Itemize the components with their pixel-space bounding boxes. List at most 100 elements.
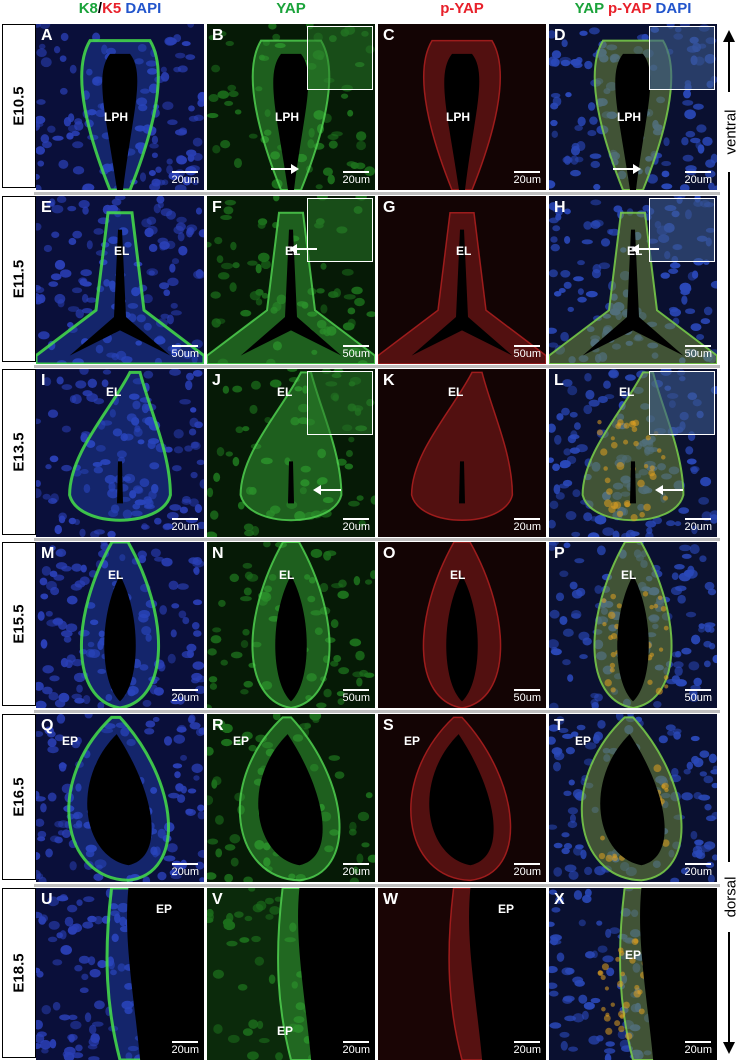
scale-bar-line [685,518,712,520]
scale-bar-line [172,171,199,173]
axis-connector-line [728,172,730,862]
micrograph-image [36,714,204,882]
scale-bar-text: 20um [342,1044,370,1056]
region-label: EL [619,385,635,399]
region-label: EP [575,734,592,748]
scale-bar-line [343,689,370,691]
scale-bar: 50um [342,689,370,704]
scale-bar: 50um [513,345,541,360]
micrograph-panel-K: K EL 20um [378,369,546,537]
region-label: EP [625,948,642,962]
micrograph-panel-E: E EL 50um [36,196,204,364]
column-header-part: YAP [574,0,604,17]
micrograph-panel-D: D LPH 20um [549,24,717,190]
micrograph-panel-S: S EP 20um [378,714,546,882]
micrograph-image [207,714,375,882]
scale-bar-text: 20um [171,174,199,186]
row-separator [34,884,720,887]
annotation-arrow [289,244,317,254]
panel-letter: H [554,199,566,216]
micrograph-panel-J: J EL 20um [207,369,375,537]
scale-bar-text: 50um [684,692,712,704]
scale-bar: 20um [684,518,712,533]
stage-label-E13-5: E13.5 [2,369,36,535]
scale-bar-text: 20um [513,174,541,186]
column-header-1: K8/K5 DAPI [36,0,204,22]
region-label: EL [456,244,472,258]
panel-letter: N [212,545,224,562]
micrograph-image [36,542,204,708]
scale-bar-line [685,171,712,173]
inset-magnification [307,198,373,262]
micrograph-image [36,24,204,190]
scale-bar-line [343,345,370,347]
stage-label-E16-5: E16.5 [2,714,36,880]
micrograph-image [378,369,546,537]
scale-bar-text: 20um [342,521,370,533]
panel-letter: O [383,545,396,562]
scale-bar-line [685,1041,712,1043]
micrograph-panel-A: A LPH 20um [36,24,204,190]
ventral-axis-label: ventral [722,92,740,172]
scale-bar-text: 50um [513,692,541,704]
stage-label-text: E11.5 [10,259,28,299]
annotation-arrow [655,485,683,495]
scale-bar-text: 50um [342,692,370,704]
scale-bar: 20um [513,171,541,186]
scale-bar-text: 20um [342,174,370,186]
panel-letter: D [554,27,566,44]
panel-letter: B [212,27,224,44]
panel-letter: F [212,199,222,216]
panel-letter: S [383,717,394,734]
stage-label-text: E10.5 [10,86,28,126]
panel-letter: J [212,372,221,389]
scale-bar-line [514,518,541,520]
scale-bar-line [343,1041,370,1043]
micrograph-panel-U: U EP 20um [36,888,204,1060]
column-header-part: K8 [78,0,98,17]
micrograph-panel-I: I EL 20um [36,369,204,537]
scale-bar-line [172,1041,199,1043]
scale-bar-text: 20um [171,866,199,878]
row-separator [34,710,720,713]
scale-bar-line [685,863,712,865]
micrograph-image [207,888,375,1060]
scale-bar: 20um [342,518,370,533]
stage-label-text: E18.5 [10,953,28,993]
micrograph-image [549,542,717,708]
micrograph-image [549,714,717,882]
column-header-part: K5 [102,0,122,17]
scale-bar-line [343,518,370,520]
stage-label-E11-5: E11.5 [2,196,36,362]
region-label: EP [156,902,173,916]
scale-bar-text: 20um [342,866,370,878]
scale-bar-text: 50um [342,348,370,360]
column-header-part: YAP [276,0,306,17]
row-separator [34,192,720,195]
scale-bar-line [514,1041,541,1043]
region-label: EL [108,568,124,582]
region-label: LPH [104,110,128,124]
stage-label-E18-5: E18.5 [2,888,36,1058]
panel-letter: M [41,545,55,562]
stage-label-E10-5: E10.5 [2,24,36,188]
scale-bar: 50um [342,345,370,360]
inset-magnification [649,371,715,435]
scale-bar: 50um [684,345,712,360]
annotation-arrow [613,164,641,174]
inset-magnification [649,198,715,262]
scale-bar: 20um [684,171,712,186]
micrograph-panel-G: G EL 50um [378,196,546,364]
region-label: EP [277,1024,294,1038]
region-label: LPH [275,110,299,124]
column-header-part: p-YAP [603,0,652,17]
scale-bar-line [343,863,370,865]
inset-magnification [307,26,373,90]
region-label: EL [627,244,643,258]
scale-bar: 20um [171,689,199,704]
scale-bar-line [514,171,541,173]
scale-bar-text: 20um [684,174,712,186]
scale-bar-line [514,689,541,691]
dorsal-axis-label: dorsal [722,862,740,932]
scale-bar-line [172,863,199,865]
